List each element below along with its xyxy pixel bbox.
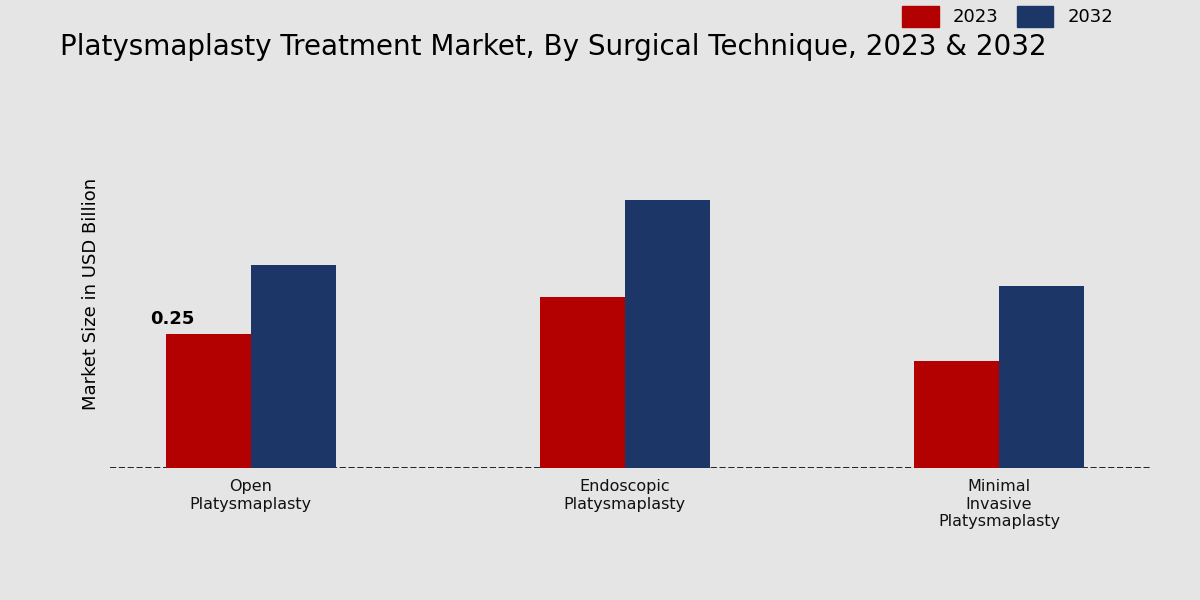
Bar — [540, 296, 625, 468]
Text: Platysmaplasty Treatment Market, By Surgical Technique, 2023 & 2032: Platysmaplasty Treatment Market, By Surg… — [60, 33, 1046, 61]
Bar — [914, 361, 998, 468]
Y-axis label: Market Size in USD Billion: Market Size in USD Billion — [82, 178, 100, 410]
Legend: 2023, 2032: 2023, 2032 — [893, 0, 1122, 35]
Bar — [998, 286, 1084, 468]
Bar — [251, 265, 336, 468]
Bar — [166, 334, 251, 468]
Text: 0.25: 0.25 — [150, 310, 194, 328]
Bar — [625, 200, 710, 468]
